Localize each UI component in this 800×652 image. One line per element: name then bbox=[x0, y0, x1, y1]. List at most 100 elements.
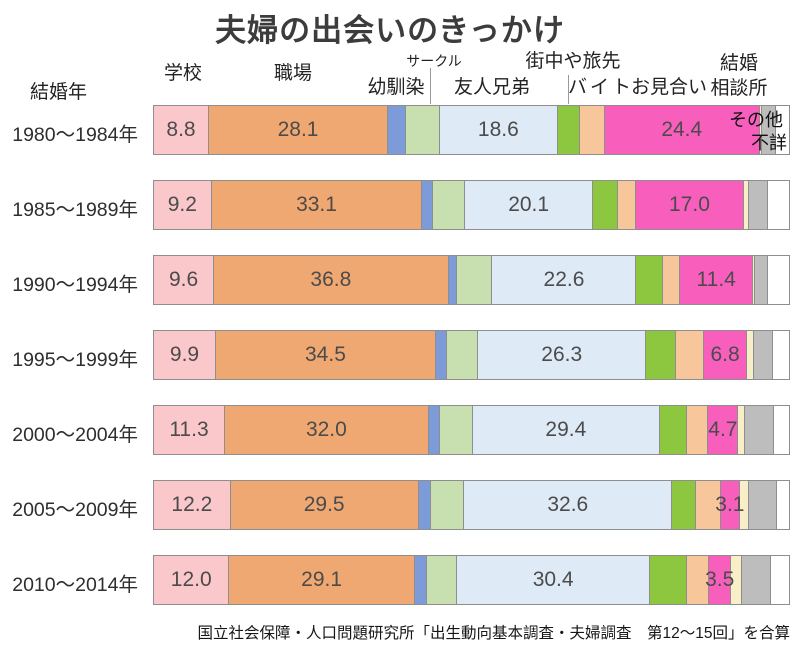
segment-unknown bbox=[768, 180, 790, 230]
chart-row: 1985〜1989年 9.2 33.1 20.1 17.0 bbox=[0, 180, 800, 230]
segment-friends-siblings: 22.6 bbox=[492, 255, 637, 305]
segment-town-travel bbox=[660, 405, 687, 455]
stacked-bar: 12.2 29.5 32.6 3.1 bbox=[153, 480, 790, 530]
value-label: 4.7 bbox=[708, 418, 738, 441]
segment-other bbox=[748, 480, 778, 530]
value-label: 9.6 bbox=[168, 268, 199, 291]
segment-arranged-meeting: 3.1 bbox=[715, 480, 744, 530]
segment-school: 11.3 bbox=[153, 405, 225, 455]
segment-town-travel bbox=[650, 555, 688, 605]
value-label: 26.3 bbox=[541, 343, 583, 366]
segment-unknown bbox=[775, 105, 790, 155]
segment-childhood-friend bbox=[428, 405, 440, 455]
stacked-bar: 12.0 29.1 30.4 3.5 bbox=[153, 555, 790, 605]
segment-club bbox=[426, 555, 457, 605]
value-label: 9.9 bbox=[169, 343, 200, 366]
segment-arranged-meeting: 17.0 bbox=[635, 180, 745, 230]
value-label: 29.5 bbox=[303, 493, 345, 516]
town-travel-pointer-line bbox=[568, 75, 569, 104]
segment-workplace: 34.5 bbox=[216, 330, 436, 380]
segment-childhood-friend bbox=[414, 555, 427, 605]
legend-marriage-agency-line2: 相談所 bbox=[710, 78, 768, 99]
value-label: 17.0 bbox=[669, 193, 710, 216]
segment-arranged-meeting: 4.7 bbox=[708, 405, 739, 455]
legend-friends-siblings: 友人兄弟 bbox=[453, 77, 531, 98]
legend-club: サークル bbox=[406, 53, 462, 69]
value-label: 3.5 bbox=[705, 568, 735, 591]
segment-town-travel bbox=[593, 180, 618, 230]
value-label: 11.4 bbox=[696, 268, 736, 291]
stacked-bar: 8.8 28.1 18.6 24.4 bbox=[153, 105, 790, 155]
segment-childhood-friend bbox=[418, 480, 431, 530]
segment-workplace: 36.8 bbox=[214, 255, 449, 305]
value-label: 12.2 bbox=[171, 493, 213, 516]
segment-friends-siblings: 30.4 bbox=[456, 555, 651, 605]
segment-unknown bbox=[767, 255, 790, 305]
segment-school: 12.0 bbox=[153, 555, 230, 605]
chart-row: 1980〜1984年 8.8 28.1 18.6 24.4 bbox=[0, 105, 800, 155]
row-axis-label: 結婚年 bbox=[30, 82, 88, 103]
segment-part-time-job bbox=[696, 480, 721, 530]
value-label: 28.1 bbox=[277, 118, 319, 141]
chart-title: 夫婦の出会いのきっかけ bbox=[215, 13, 565, 48]
segment-other bbox=[745, 405, 774, 455]
chart-row: 1990〜1994年 9.6 36.8 22.6 11.4 bbox=[0, 255, 800, 305]
stacked-bar: 11.3 32.0 29.4 4.7 bbox=[153, 405, 790, 455]
value-label: 29.4 bbox=[545, 418, 587, 441]
value-label: 22.6 bbox=[543, 268, 585, 291]
value-label: 29.1 bbox=[301, 568, 343, 591]
marriage-year-label: 1990〜1994年 bbox=[12, 274, 138, 296]
segment-friends-siblings: 29.4 bbox=[472, 405, 660, 455]
legend-workplace: 職場 bbox=[273, 63, 313, 84]
value-label: 30.4 bbox=[532, 568, 574, 591]
value-label: 12.0 bbox=[170, 568, 212, 591]
segment-workplace: 29.5 bbox=[230, 480, 419, 530]
segment-school: 9.2 bbox=[153, 180, 212, 230]
segment-marriage-agency bbox=[744, 180, 750, 230]
value-label: 24.4 bbox=[661, 118, 703, 141]
segment-childhood-friend bbox=[422, 180, 434, 230]
value-label: 32.6 bbox=[547, 493, 589, 516]
segment-workplace: 29.1 bbox=[229, 555, 415, 605]
value-label: 33.1 bbox=[296, 193, 337, 216]
segment-marriage-agency bbox=[731, 555, 742, 605]
segment-town-travel bbox=[672, 480, 697, 530]
marriage-year-label: 2000〜2004年 bbox=[12, 424, 138, 446]
value-label: 9.2 bbox=[167, 193, 197, 216]
legend-arranged-meeting: お見合い bbox=[630, 77, 708, 98]
chart-row: 2000〜2004年 11.3 32.0 29.4 4.7 bbox=[0, 405, 800, 455]
segment-part-time-job bbox=[675, 330, 704, 380]
value-label: 3.1 bbox=[715, 493, 745, 516]
segment-club bbox=[439, 405, 473, 455]
chart-row: 2005〜2009年 12.2 29.5 32.6 3.1 bbox=[0, 480, 800, 530]
segment-friends-siblings: 32.6 bbox=[464, 480, 673, 530]
value-label: 6.8 bbox=[710, 343, 740, 366]
value-label: 11.3 bbox=[169, 418, 209, 441]
segment-unknown bbox=[774, 405, 790, 455]
segment-other bbox=[754, 255, 768, 305]
segment-part-time-job bbox=[686, 405, 709, 455]
segment-marriage-agency bbox=[747, 330, 755, 380]
value-label: 36.8 bbox=[310, 268, 352, 291]
segment-club bbox=[433, 180, 466, 230]
segment-unknown bbox=[773, 330, 790, 380]
segment-other bbox=[741, 555, 771, 605]
marriage-year-label: 1985〜1989年 bbox=[12, 199, 138, 221]
source-note: 国立社会保障・人口問題研究所「出生動向基本調査・夫婦調査 第12〜15回」を合算 bbox=[197, 625, 790, 642]
segment-town-travel bbox=[646, 330, 676, 380]
segment-friends-siblings: 18.6 bbox=[439, 105, 559, 155]
legend-other: その他 bbox=[729, 110, 783, 130]
club-pointer-line bbox=[430, 68, 431, 104]
segment-other bbox=[749, 180, 769, 230]
segment-marriage-agency bbox=[740, 480, 749, 530]
legend-childhood-friend: 幼馴染 bbox=[367, 77, 425, 98]
segment-school: 9.9 bbox=[153, 330, 217, 380]
stacked-bar: 9.6 36.8 22.6 11.4 bbox=[153, 255, 790, 305]
segment-school: 12.2 bbox=[153, 480, 231, 530]
segment-other bbox=[754, 330, 774, 380]
segment-marriage-agency bbox=[759, 105, 762, 155]
segment-workplace: 28.1 bbox=[209, 105, 389, 155]
segment-part-time-job bbox=[663, 255, 681, 305]
segment-unknown bbox=[770, 555, 790, 605]
